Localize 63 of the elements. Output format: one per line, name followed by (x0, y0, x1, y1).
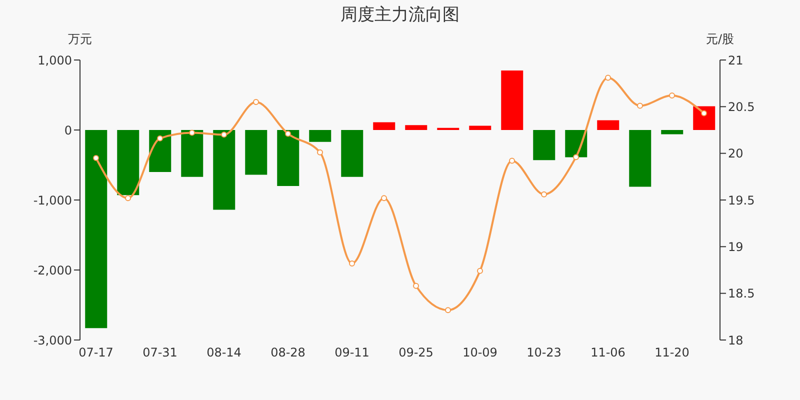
bar (661, 130, 684, 134)
bar (693, 106, 716, 130)
bar (533, 130, 556, 160)
point (637, 102, 643, 109)
point (477, 268, 483, 274)
y2-tick-label: 21 (728, 53, 744, 68)
bar (245, 130, 268, 175)
y2-tick-label: 18.5 (728, 286, 755, 301)
y2-axis-title: 元/股 (706, 31, 734, 48)
point (125, 195, 131, 202)
y2-tick-label: 18 (728, 333, 744, 348)
x-tick-label: 11-06 (590, 346, 626, 360)
y2-tick-label: 19 (728, 240, 744, 254)
point (381, 195, 387, 202)
point (509, 158, 515, 164)
bar (213, 130, 236, 210)
y-tick-label: -1,000 (33, 193, 72, 208)
bar (597, 120, 620, 130)
point (701, 110, 707, 116)
bar (501, 70, 524, 130)
x-tick-label: 10-23 (526, 346, 562, 360)
point (413, 282, 419, 289)
bar (85, 130, 108, 328)
y-tick-label: 1,000 (38, 53, 72, 68)
point (573, 154, 579, 160)
y-tick-label: -2,000 (33, 263, 72, 278)
y2-tick-label: 20.5 (728, 100, 755, 114)
x-tick-label: 08-28 (270, 346, 306, 360)
bar (405, 125, 428, 130)
bar (373, 122, 396, 130)
x-tick-label: 10-09 (462, 346, 498, 360)
x-tick-label: 09-11 (334, 346, 370, 360)
bar (629, 130, 652, 187)
bar (469, 126, 492, 130)
point (605, 74, 611, 81)
x-tick-label: 07-31 (142, 346, 178, 360)
point (157, 135, 163, 142)
point (541, 191, 547, 198)
x-tick-label: 11-20 (654, 346, 690, 360)
y-tick-label: -3,000 (33, 333, 72, 348)
y-tick-label: 0 (64, 123, 72, 138)
bar (117, 130, 140, 196)
bar (149, 130, 172, 172)
bar (309, 130, 332, 142)
chart-title: 周度主力流向图 (340, 4, 460, 26)
point (221, 132, 227, 138)
point (285, 130, 291, 137)
point (93, 155, 99, 161)
x-tick-label: 09-25 (398, 346, 434, 360)
y2-tick-label: 20 (728, 146, 744, 161)
y-axis-title: 万元 (68, 31, 92, 48)
x-tick-label: 07-17 (78, 346, 114, 360)
x-tick-label: 08-14 (206, 346, 242, 360)
y2-tick-label: 19.5 (728, 193, 755, 208)
point (669, 92, 675, 98)
bar (181, 130, 204, 177)
point (317, 149, 323, 156)
point (189, 130, 195, 136)
point (445, 307, 451, 314)
point (349, 260, 355, 266)
bar (341, 130, 364, 177)
bar (277, 130, 300, 186)
point (253, 99, 259, 105)
